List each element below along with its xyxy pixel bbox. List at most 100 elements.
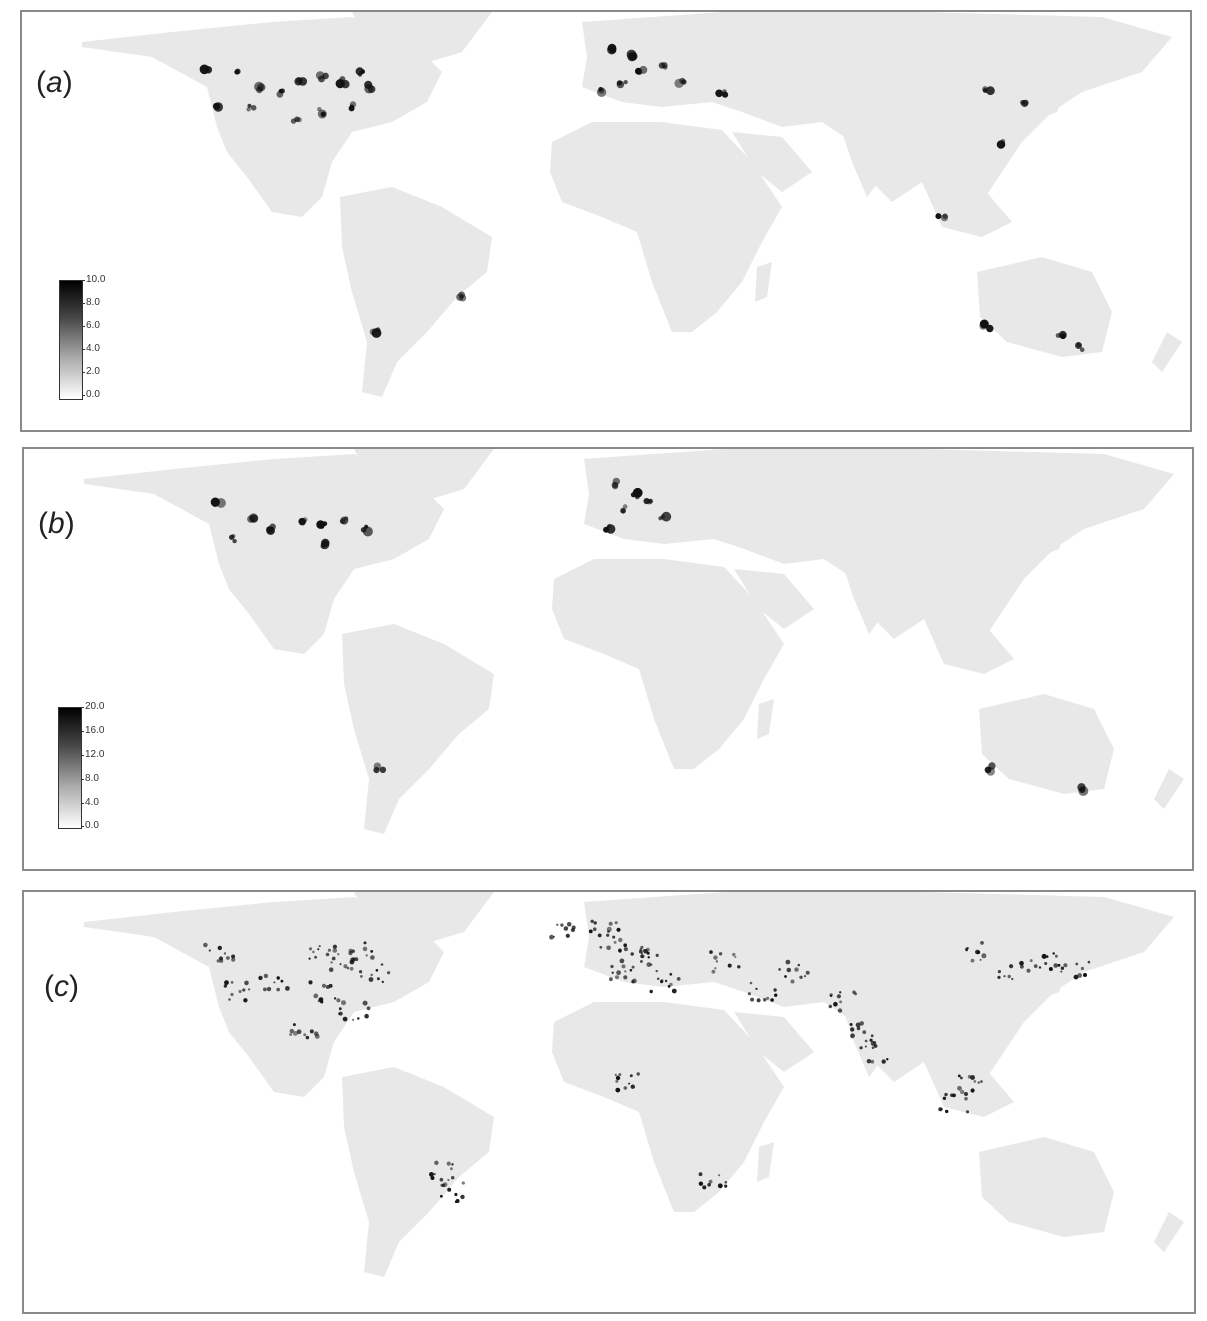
landmass-greenland <box>352 12 492 67</box>
hotspot-point <box>269 523 276 531</box>
hotspot-point <box>560 923 564 927</box>
hotspot-point <box>965 948 968 952</box>
hotspot-point <box>1041 953 1047 959</box>
hotspot-point <box>608 921 613 926</box>
hotspot-point <box>970 1088 975 1093</box>
hotspot-point <box>967 1074 972 1079</box>
hotspot-point <box>855 1022 861 1028</box>
hotspot-point <box>338 1007 342 1011</box>
hotspot-point <box>319 524 325 529</box>
hotspot-point <box>836 994 842 999</box>
hotspot-point <box>1026 968 1031 973</box>
hotspot-point <box>850 1027 855 1032</box>
hotspot-point <box>655 953 659 957</box>
landmass-se-asia <box>924 619 1014 674</box>
hotspot-point <box>1063 963 1068 968</box>
hotspot-point <box>864 1045 868 1048</box>
hotspot-point <box>362 946 368 952</box>
hotspot-point <box>256 86 263 94</box>
legend-tick: 2.0 <box>82 366 100 377</box>
hotspot-point <box>986 767 995 776</box>
landmass-new-zealand <box>1154 769 1184 809</box>
hotspot-point <box>1075 962 1079 966</box>
hotspot-point <box>648 498 653 504</box>
hotspot-point <box>606 926 612 932</box>
hotspot-point <box>660 514 666 520</box>
hotspot-point <box>870 1059 875 1064</box>
hotspot-point <box>621 964 626 969</box>
hotspot-point <box>460 1194 465 1200</box>
hotspot-point <box>379 766 387 773</box>
hotspot-point <box>935 213 942 220</box>
hotspot-point <box>1057 963 1061 967</box>
hotspot-point <box>1045 955 1049 958</box>
hotspot-point <box>556 923 559 926</box>
legend-tick: 10.0 <box>81 274 106 285</box>
hotspot-point <box>352 1018 355 1021</box>
hotspot-point <box>308 957 311 960</box>
hotspot-point <box>441 1183 446 1188</box>
hotspot-point <box>869 1038 873 1042</box>
hotspot-point <box>273 981 276 984</box>
legend-tick: 16.0 <box>80 725 105 736</box>
hotspot-point <box>623 975 628 980</box>
hotspot-point <box>717 1183 723 1189</box>
hotspot-point <box>362 1000 368 1006</box>
hotspot-point <box>616 970 621 976</box>
hotspot-point <box>942 1096 947 1100</box>
hotspot-point <box>231 954 236 959</box>
hotspot-point <box>332 948 338 953</box>
hotspot-point <box>599 945 603 949</box>
hotspot-point <box>296 117 302 123</box>
landmass-australia <box>979 1137 1114 1237</box>
hotspot-point <box>975 949 980 955</box>
hotspot-point <box>624 970 627 973</box>
hotspot-point <box>1076 342 1082 348</box>
world-map-a <box>82 12 1182 397</box>
hotspot-point <box>964 1096 968 1101</box>
hotspot-point <box>364 1013 369 1019</box>
hotspot-point <box>756 998 761 1003</box>
legend-tick: 0.0 <box>82 389 100 400</box>
hotspot-point <box>833 1001 838 1007</box>
hotspot-point <box>332 944 337 949</box>
hotspot-point <box>244 980 249 986</box>
hotspot-point <box>294 77 303 86</box>
hotspot-point <box>1087 960 1091 964</box>
hotspot-point <box>325 952 330 957</box>
hotspot-point <box>849 1023 853 1026</box>
hotspot-point <box>266 986 272 992</box>
hotspot-point <box>292 1023 296 1027</box>
hotspot-point <box>977 1081 981 1084</box>
hotspot-point <box>337 953 340 956</box>
hotspot-point <box>708 1179 713 1184</box>
hotspot-point <box>350 957 356 963</box>
hotspot-point <box>210 497 220 507</box>
hotspot-point <box>850 1033 855 1039</box>
hotspot-point <box>276 976 280 980</box>
landmass-europe-asia <box>584 449 1174 649</box>
hotspot-point <box>226 956 230 960</box>
hotspot-point <box>750 997 755 1002</box>
hotspot-point <box>794 967 799 972</box>
hotspot-point <box>1003 975 1006 978</box>
landmass-madagascar <box>757 1142 774 1182</box>
legend-tick: 12.0 <box>80 749 105 760</box>
landmass-arabia <box>732 132 812 192</box>
hotspot-point <box>629 968 633 972</box>
hotspot-point <box>447 1178 450 1182</box>
hotspot-point <box>734 956 737 958</box>
hotspot-point <box>986 324 994 333</box>
hotspot-point <box>676 977 681 981</box>
landmass-new-zealand <box>1152 332 1182 372</box>
hotspot-point <box>616 927 621 932</box>
hotspot-point <box>639 960 643 963</box>
hotspot-point <box>328 967 334 972</box>
hotspot-point <box>615 1079 619 1083</box>
hotspot-point <box>870 1041 876 1046</box>
hotspot-point <box>940 1107 943 1111</box>
hotspot-point <box>224 980 229 985</box>
hotspot-point <box>979 958 982 961</box>
hotspot-point <box>606 945 611 951</box>
hotspot-point <box>970 958 975 963</box>
